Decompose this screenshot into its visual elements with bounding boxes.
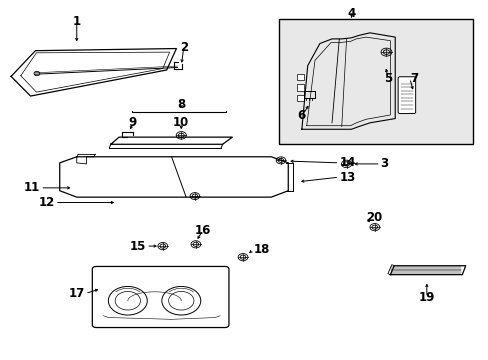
Bar (278, 19, 472, 144)
Text: 8: 8 (177, 99, 185, 112)
Text: 1: 1 (73, 14, 81, 27)
FancyBboxPatch shape (92, 266, 228, 328)
Text: 10: 10 (173, 116, 189, 129)
Text: 14: 14 (339, 156, 355, 169)
Text: 12: 12 (39, 196, 55, 209)
Text: 11: 11 (24, 181, 40, 194)
Text: 7: 7 (409, 72, 417, 85)
Text: 17: 17 (69, 287, 85, 300)
Bar (296, 95, 303, 102)
Text: 16: 16 (195, 224, 211, 237)
Text: 19: 19 (418, 291, 434, 304)
Text: 13: 13 (339, 171, 355, 184)
Text: 6: 6 (297, 109, 305, 122)
FancyBboxPatch shape (397, 77, 415, 113)
Text: 9: 9 (128, 116, 137, 129)
Text: 3: 3 (380, 157, 388, 170)
Text: 20: 20 (366, 211, 382, 224)
Bar (296, 84, 303, 91)
Text: 2: 2 (179, 41, 187, 54)
Text: 4: 4 (346, 8, 355, 21)
Text: 5: 5 (383, 72, 391, 85)
Text: 15: 15 (130, 240, 146, 253)
Text: 18: 18 (253, 243, 269, 256)
Bar (296, 73, 303, 80)
